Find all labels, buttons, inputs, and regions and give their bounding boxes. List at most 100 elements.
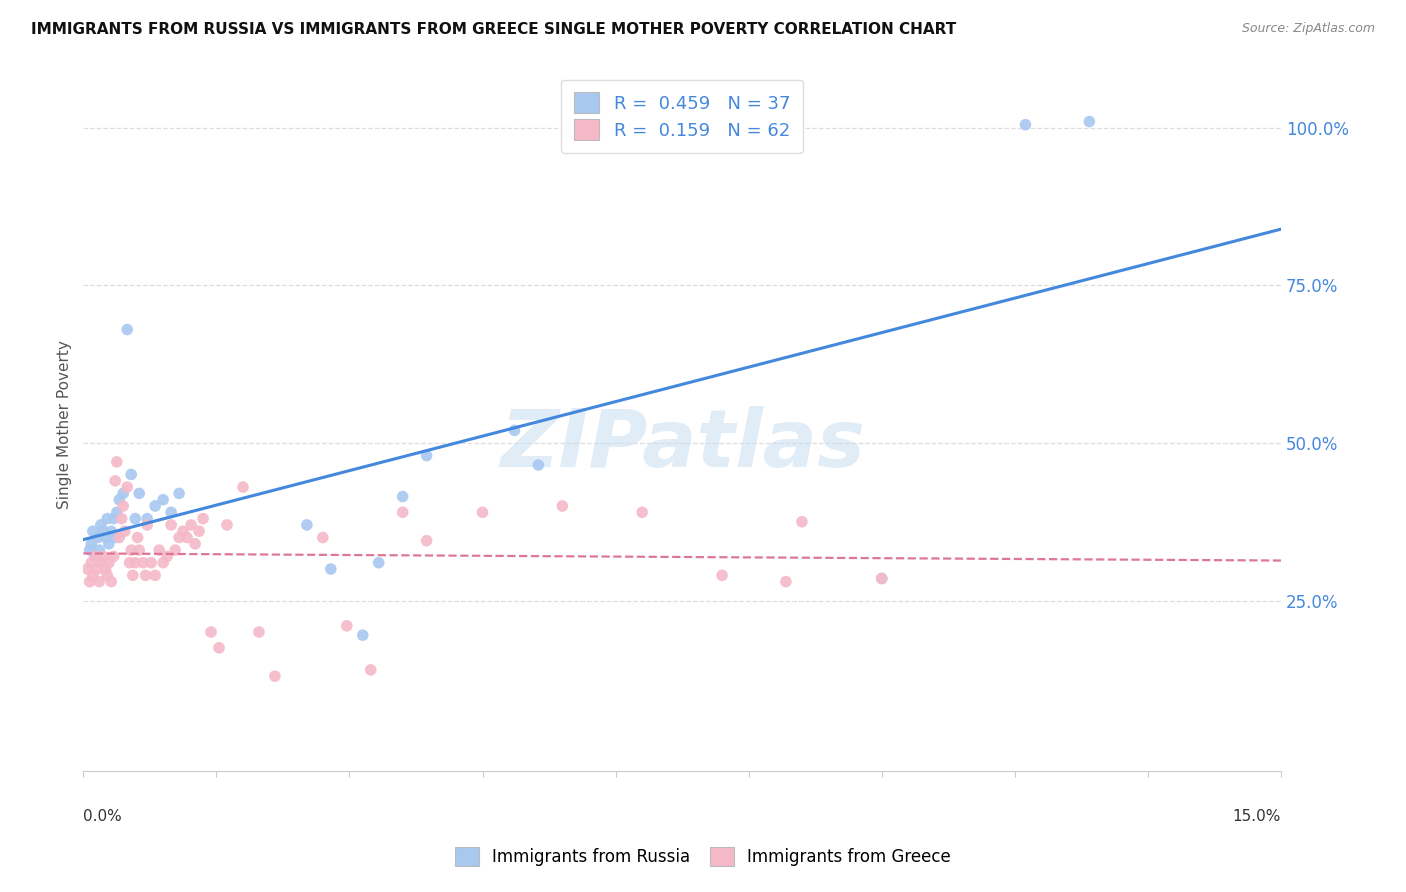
Point [112,486,135,500]
Point [295,517,318,532]
Point [247,625,270,640]
Point [1078,114,1101,128]
Point [200,625,222,640]
Point [80,537,103,551]
Point [152,556,174,570]
Point [143,499,166,513]
Point [352,628,374,642]
Point [136,517,159,532]
Point [870,572,893,586]
Point [167,486,190,500]
Point [82,568,104,582]
Text: Source: ZipAtlas.com: Source: ZipAtlas.com [1241,22,1375,36]
Point [790,515,813,529]
Point [136,511,159,525]
Legend: R =  0.459   N = 37, R =  0.159   N = 62: R = 0.459 N = 37, R = 0.159 N = 62 [561,79,803,153]
Point [97,556,120,570]
Point [870,572,893,586]
Point [127,531,149,545]
Point [391,505,413,519]
Point [105,505,128,519]
Legend: Immigrants from Russia, Immigrants from Greece: Immigrants from Russia, Immigrants from … [449,840,957,873]
Point [132,556,155,570]
Point [90,556,112,570]
Point [80,556,103,570]
Point [527,458,550,472]
Point [551,499,574,513]
Point [360,663,382,677]
Point [100,524,122,539]
Point [141,556,163,570]
Point [100,574,122,589]
Text: 0.0%: 0.0% [83,809,122,824]
Point [110,511,132,525]
Point [191,511,214,525]
Text: 15.0%: 15.0% [1233,809,1281,824]
Point [1014,118,1036,132]
Point [775,574,797,589]
Text: IMMIGRANTS FROM RUSSIA VS IMMIGRANTS FROM GREECE SINGLE MOTHER POVERTY CORRELATI: IMMIGRANTS FROM RUSSIA VS IMMIGRANTS FRO… [31,22,956,37]
Point [312,531,335,545]
Point [188,524,211,539]
Point [108,492,131,507]
Point [215,517,238,532]
Text: ZIPatlas: ZIPatlas [499,406,865,483]
Point [120,543,142,558]
Point [336,619,359,633]
Point [84,549,107,564]
Point [90,517,112,532]
Point [86,531,108,545]
Point [167,531,190,545]
Point [391,490,413,504]
Point [160,517,183,532]
Point [76,562,98,576]
Point [208,640,231,655]
Point [114,524,136,539]
Point [319,562,342,576]
Point [91,549,114,564]
Point [631,505,654,519]
Point [176,531,198,545]
Point [264,669,287,683]
Point [97,537,120,551]
Point [89,574,111,589]
Point [89,543,111,558]
Point [86,562,108,576]
Point [184,537,207,551]
Point [79,543,101,558]
Point [711,568,734,582]
Point [128,543,150,558]
Point [415,449,437,463]
Point [82,524,104,539]
Point [143,568,166,582]
Point [118,556,141,570]
Y-axis label: Single Mother Poverty: Single Mother Poverty [58,340,72,508]
Point [148,543,170,558]
Point [232,480,254,494]
Point [105,455,128,469]
Point [79,574,101,589]
Point [367,556,389,570]
Point [121,568,143,582]
Point [91,524,114,539]
Point [180,517,202,532]
Point [135,568,157,582]
Point [115,322,138,336]
Point [96,568,118,582]
Point [120,467,142,482]
Point [104,474,127,488]
Point [471,505,494,519]
Point [104,531,127,545]
Point [124,511,146,525]
Point [94,562,117,576]
Point [160,505,183,519]
Point [152,492,174,507]
Point [103,511,125,525]
Point [115,480,138,494]
Point [112,499,135,513]
Point [84,549,107,564]
Point [103,549,125,564]
Point [124,556,146,570]
Point [172,524,194,539]
Point [156,549,179,564]
